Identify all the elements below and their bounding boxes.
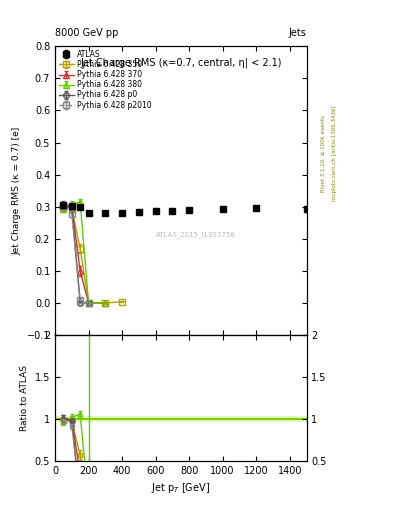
Y-axis label: Ratio to ATLAS: Ratio to ATLAS	[20, 365, 29, 431]
Text: Jet Charge RMS (κ=0.7, central, η| < 2.1): Jet Charge RMS (κ=0.7, central, η| < 2.1…	[80, 58, 281, 68]
Legend: ATLAS, Pythia 6.428 350, Pythia 6.428 370, Pythia 6.428 380, Pythia 6.428 p0, Py: ATLAS, Pythia 6.428 350, Pythia 6.428 37…	[57, 48, 153, 111]
Text: mcplots.cern.ch [arXiv:1306.3436]: mcplots.cern.ch [arXiv:1306.3436]	[332, 106, 337, 201]
Text: Rivet 3.1.10, ≥ 100k events: Rivet 3.1.10, ≥ 100k events	[320, 115, 325, 192]
Bar	[55, 416, 307, 421]
Y-axis label: Jet Charge RMS (κ = 0.7) [e]: Jet Charge RMS (κ = 0.7) [e]	[12, 126, 21, 255]
X-axis label: Jet p$_{T}$ [GeV]: Jet p$_{T}$ [GeV]	[151, 481, 210, 495]
Text: Jets: Jets	[289, 28, 307, 38]
Text: 8000 GeV pp: 8000 GeV pp	[55, 28, 118, 38]
Text: ATLAS_2015_I1393758: ATLAS_2015_I1393758	[156, 231, 236, 238]
